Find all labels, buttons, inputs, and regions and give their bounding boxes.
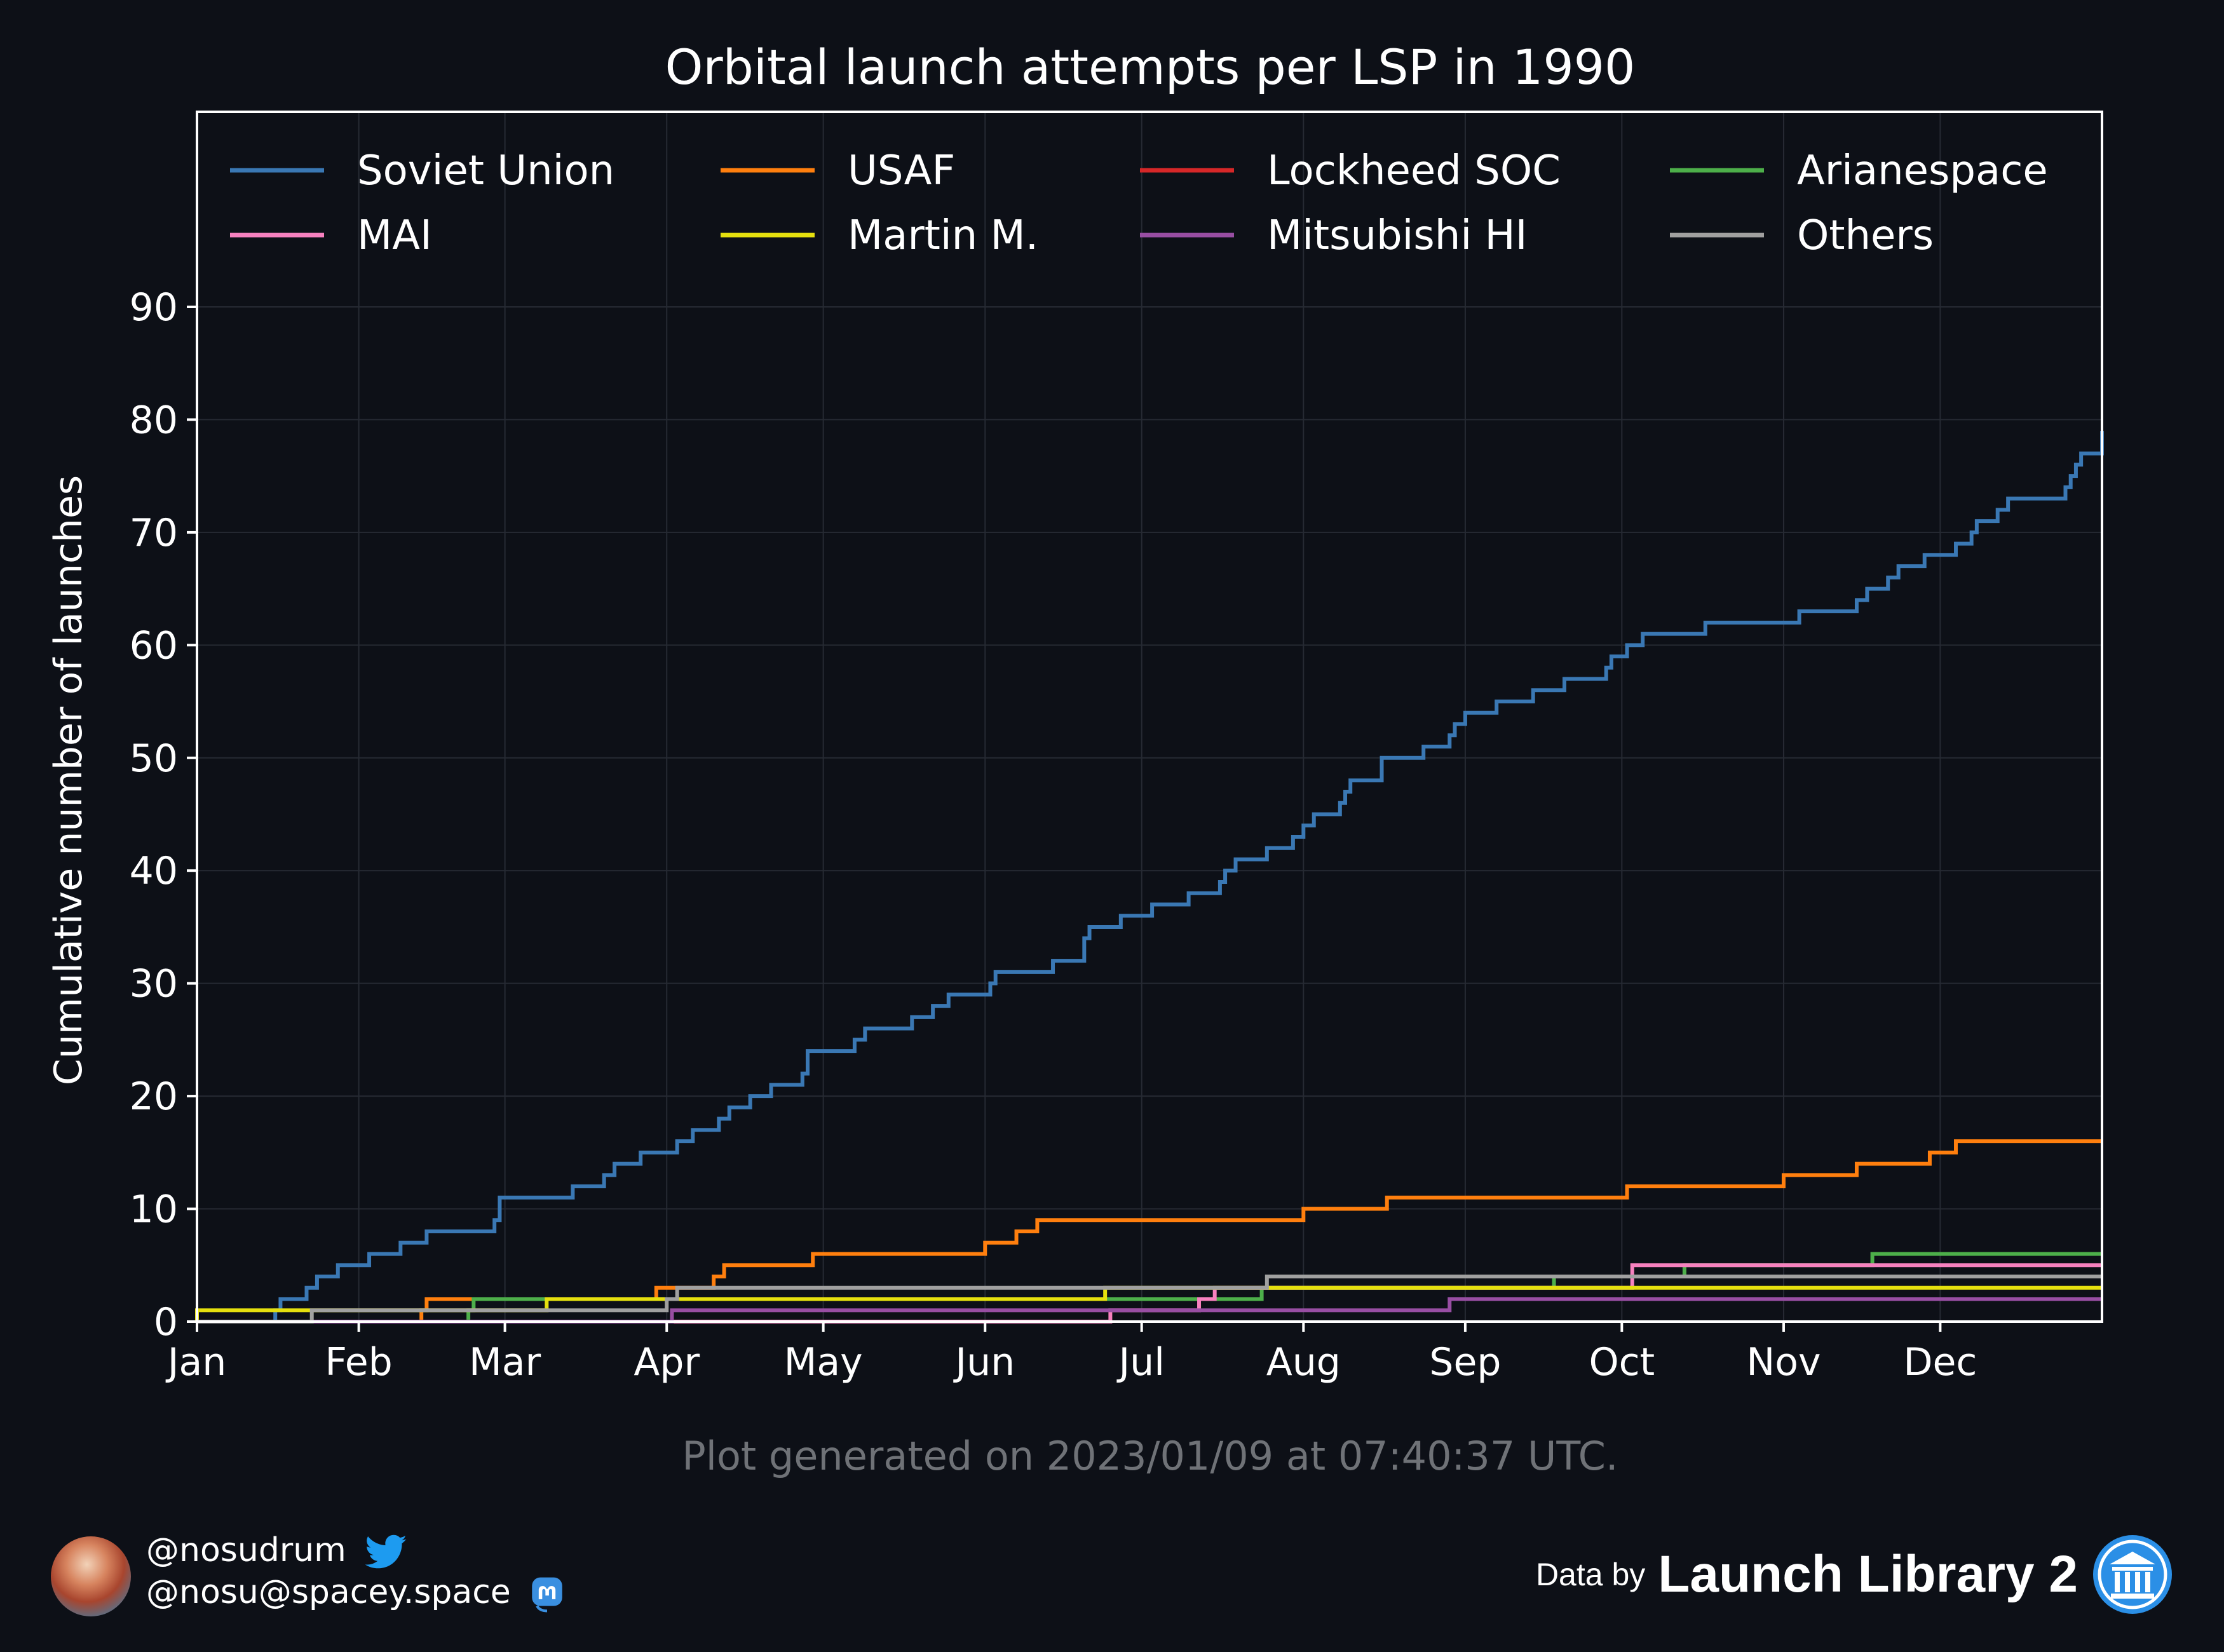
axes: 0 10 20 30 40 50 60 70 80 90 Jan Feb Mar Apr May Jun Jul… xyxy=(130,285,1977,1385)
twitter-bird-icon xyxy=(365,1534,407,1569)
legend-label: Others xyxy=(1797,212,1934,259)
chart-title: Orbital launch attempts per LSP in 1990 xyxy=(665,39,1636,95)
series-line-4 xyxy=(197,1263,2102,1324)
y-tick-label: 90 xyxy=(130,285,178,330)
generated-note: Plot generated on 2023/01/09 at 07:40:37… xyxy=(682,1433,1618,1479)
x-tick-label: Apr xyxy=(634,1340,700,1385)
y-tick-label: 40 xyxy=(130,849,178,893)
twitter-handle-row[interactable]: @nosudrum xyxy=(146,1531,407,1570)
x-tick-label: Sep xyxy=(1429,1340,1501,1385)
mastodon-handle-row[interactable]: @nosu@spacey.space xyxy=(146,1573,564,1613)
series-line-5 xyxy=(195,1285,2102,1322)
grid xyxy=(196,112,2102,1322)
x-tick-label: Jan xyxy=(165,1340,227,1385)
legend-label: Mitsubishi HI xyxy=(1267,212,1527,259)
x-tick-label: Mar xyxy=(469,1340,541,1385)
mastodon-icon xyxy=(532,1577,563,1613)
y-tick-label: 60 xyxy=(130,623,178,668)
y-tick-label: 50 xyxy=(130,736,178,781)
legend-label: USAF xyxy=(848,147,955,194)
legend-label: Martin M. xyxy=(848,212,1038,259)
data-source: Data by Launch Library 2 xyxy=(1536,1530,2173,1619)
series-line-7 xyxy=(197,1275,2102,1324)
legend: Soviet Union USAF Lockheed SOC Arianespace M… xyxy=(230,147,2048,259)
legend-label: MAI xyxy=(357,212,432,259)
y-tick-label: 20 xyxy=(130,1074,178,1119)
x-tick-label: Aug xyxy=(1266,1340,1341,1385)
mastodon-handle[interactable]: @nosu@spacey.space xyxy=(146,1573,511,1611)
y-tick-label: 0 xyxy=(154,1300,178,1344)
avatar xyxy=(51,1536,131,1616)
x-tick-label: Jun xyxy=(953,1340,1015,1385)
launch-library-logo-icon xyxy=(2093,1535,2172,1614)
legend-label: Soviet Union xyxy=(357,147,614,194)
plot-frame xyxy=(196,111,2103,1323)
x-tick-label: Dec xyxy=(1903,1340,1977,1385)
launch-library-link[interactable]: Launch Library 2 xyxy=(1658,1545,2078,1603)
x-tick-label: May xyxy=(784,1340,863,1385)
y-tick-label: 80 xyxy=(130,398,178,442)
x-tick-label: Feb xyxy=(325,1340,393,1385)
y-axis-title: Cumulative number of launches xyxy=(46,475,91,1085)
x-tick-label: Oct xyxy=(1589,1340,1655,1385)
legend-label: Lockheed SOC xyxy=(1267,147,1561,194)
data-by-label: Data by xyxy=(1535,1557,1646,1592)
x-tick-label: Jul xyxy=(1116,1340,1164,1385)
y-tick-label: 10 xyxy=(130,1188,178,1232)
y-tick-label: 70 xyxy=(130,511,178,555)
legend-label: Arianespace xyxy=(1797,147,2048,194)
series-line-1 xyxy=(197,1139,2102,1324)
y-tick-label: 30 xyxy=(130,962,178,1006)
series-lines xyxy=(195,431,2104,1324)
series-line-0 xyxy=(197,431,2104,1324)
x-tick-label: Nov xyxy=(1746,1340,1821,1385)
twitter-handle[interactable]: @nosudrum xyxy=(146,1531,346,1569)
